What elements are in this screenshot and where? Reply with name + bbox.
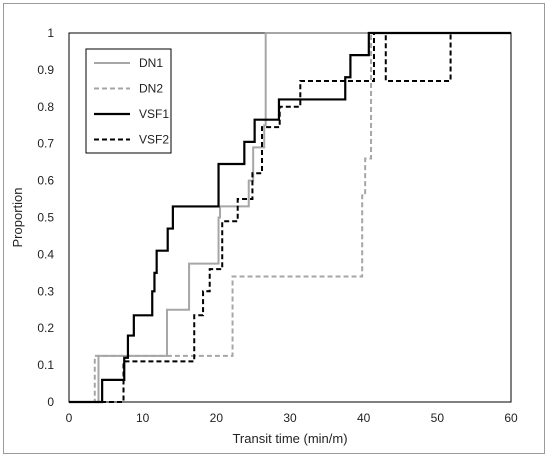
legend-label-vsf1: VSF1 — [139, 107, 169, 121]
x-axis-label: Transit time (min/m) — [232, 431, 347, 446]
x-tick-label: 10 — [136, 411, 150, 425]
x-tick-label: 0 — [66, 411, 73, 425]
series-line-dn1 — [69, 32, 511, 403]
y-tick-label: 0.3 — [37, 284, 54, 298]
y-tick-label: 0.2 — [37, 321, 54, 335]
y-axis-label: Proportion — [10, 188, 25, 248]
x-tick-label: 40 — [357, 411, 371, 425]
y-tick-label: 0.8 — [37, 100, 54, 114]
x-tick-label: 50 — [431, 411, 445, 425]
legend-label-dn2: DN2 — [139, 82, 163, 96]
series-group — [69, 31, 511, 404]
y-tick-label: 0.4 — [37, 247, 54, 261]
series-line-vsf2 — [69, 32, 511, 403]
y-tick-label: 0.1 — [37, 358, 54, 372]
y-tick-label: 0.9 — [37, 63, 54, 77]
legend-box — [85, 48, 172, 154]
legend-label-vsf2: VSF2 — [139, 133, 169, 147]
y-tick-label: 0.5 — [37, 211, 54, 225]
x-tick-label: 20 — [210, 411, 224, 425]
y-tick-label: 0.7 — [37, 137, 54, 151]
series-line-dn2 — [69, 32, 511, 403]
y-tick-label: 1 — [47, 26, 54, 40]
legend-label-dn1: DN1 — [139, 56, 163, 70]
y-axis-ticks: 0 0.1 0.2 0.3 0.4 0.5 0.6 0.7 0.8 0.9 1 — [37, 26, 54, 409]
y-tick-label: 0 — [47, 395, 54, 409]
legend: DN1 DN2 VSF1 VSF2 — [85, 48, 172, 154]
x-tick-label: 60 — [504, 411, 518, 425]
x-axis-ticks: 0 10 20 30 40 50 60 — [66, 411, 518, 425]
y-tick-label: 0.6 — [37, 174, 54, 188]
x-tick-label: 30 — [283, 411, 297, 425]
series-line-vsf1 — [69, 31, 511, 404]
